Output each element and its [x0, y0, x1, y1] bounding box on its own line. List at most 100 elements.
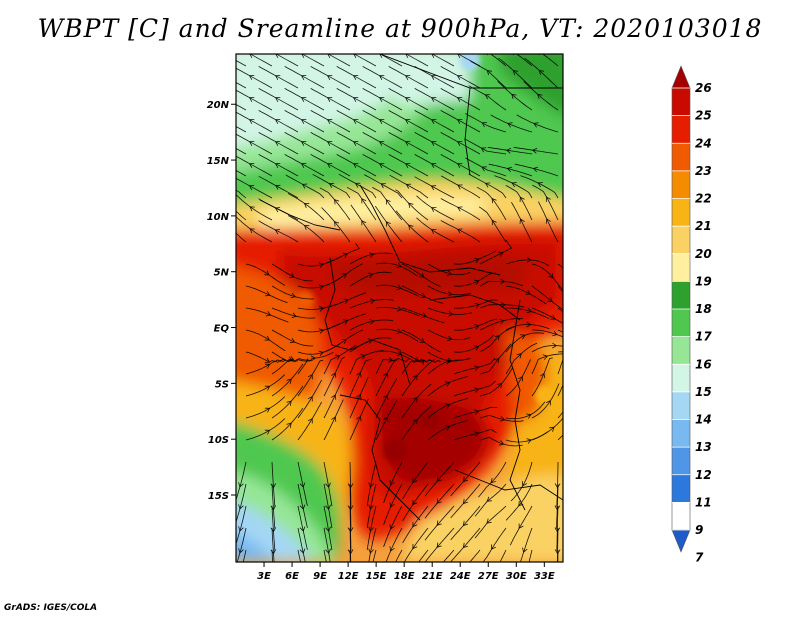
streamline — [372, 549, 377, 562]
streamline-arrow — [289, 337, 296, 344]
streamline — [497, 81, 533, 111]
streamline — [284, 110, 325, 133]
streamline — [541, 54, 559, 67]
streamline-arrow — [430, 207, 437, 212]
streamline-arrow — [437, 565, 442, 570]
streamline-arrow — [274, 75, 281, 80]
streamline — [403, 527, 429, 562]
streamline-arrow — [430, 119, 437, 124]
streamline-arrow — [494, 335, 500, 341]
streamline — [236, 89, 273, 111]
streamline-arrow — [430, 163, 437, 168]
colorbar-bottom-arrow — [671, 529, 691, 553]
streamline-arrow — [419, 337, 425, 343]
streamline — [323, 313, 366, 331]
streamline — [258, 154, 299, 177]
streamline-arrow — [318, 284, 324, 290]
streamline-arrow — [578, 335, 582, 340]
streamline-arrow — [228, 202, 233, 207]
streamline — [236, 155, 273, 177]
streamline-arrow — [571, 300, 576, 304]
streamline — [375, 306, 420, 317]
streamline-arrow — [248, 75, 255, 80]
streamline-arrow — [289, 272, 295, 278]
streamline-arrow — [412, 543, 418, 550]
streamline-arrow — [343, 319, 349, 325]
colorbar-swatch — [672, 336, 690, 365]
streamline-arrow — [456, 141, 463, 146]
streamline-arrow — [498, 251, 504, 257]
streamline — [372, 187, 403, 221]
streamline-arrow — [519, 196, 525, 203]
streamline-arrow — [526, 438, 532, 444]
streamline — [284, 66, 325, 89]
lon-tick-label: 24E — [450, 571, 471, 582]
streamline — [479, 304, 525, 309]
streamline — [450, 483, 481, 519]
lat-tick-label: 10S — [208, 435, 229, 446]
streamline-arrow — [436, 520, 442, 526]
streamline — [505, 483, 533, 521]
streamline — [524, 57, 559, 89]
colorbar-label: 14 — [695, 413, 712, 427]
streamline — [362, 154, 403, 177]
streamline — [383, 461, 403, 503]
streamline — [349, 376, 369, 419]
colorbar-label: 16 — [695, 357, 712, 371]
lat-tick-label: 10N — [207, 212, 230, 223]
streamline-arrow — [275, 184, 281, 190]
streamline — [353, 54, 377, 67]
lat-tick-label: 5N — [214, 268, 230, 279]
streamline-arrow — [307, 418, 313, 424]
streamline — [271, 385, 304, 419]
streamline — [453, 358, 496, 375]
streamline — [510, 461, 533, 502]
streamline — [349, 252, 393, 265]
lon-tick-label: 33E — [534, 571, 555, 582]
streamline — [450, 527, 481, 562]
streamline-arrow — [554, 505, 561, 511]
streamline-arrow — [341, 273, 348, 279]
streamline — [236, 60, 247, 67]
streamline — [513, 146, 559, 155]
streamline — [453, 406, 498, 419]
streamline — [405, 54, 429, 67]
streamline — [236, 148, 247, 155]
streamline — [424, 461, 455, 497]
streamline-arrow — [444, 425, 451, 431]
colorbar-swatch — [672, 198, 690, 227]
colorbar-label: 22 — [695, 192, 712, 206]
streamline-arrow — [404, 163, 411, 168]
streamline — [431, 54, 455, 67]
streamline — [505, 185, 533, 221]
streamline — [323, 292, 367, 309]
streamline-arrow — [385, 199, 391, 205]
streamline-arrow — [356, 415, 362, 422]
streamline — [271, 505, 276, 551]
streamline — [520, 527, 533, 562]
streamline — [531, 383, 560, 419]
streamline-arrow — [310, 355, 316, 362]
streamline-arrow — [238, 548, 244, 554]
longitude-axis: 3E 6E 9E 12E 15E 18E 21E 24E 27E 30E 33E — [257, 562, 555, 582]
streamline — [258, 175, 299, 199]
streamline — [479, 317, 523, 331]
streamline-arrow — [531, 147, 538, 154]
streamline — [414, 132, 455, 155]
streamline-arrow — [275, 54, 279, 58]
streamline-arrow — [408, 224, 414, 230]
streamline — [440, 198, 481, 221]
streamline — [374, 205, 403, 243]
colorbar-swatch — [672, 226, 690, 254]
streamline-arrow — [414, 357, 420, 363]
streamline — [465, 113, 507, 133]
streamline-arrow — [545, 196, 551, 202]
streamline — [505, 324, 550, 331]
streamline — [482, 527, 507, 562]
streamline-arrow — [484, 182, 491, 188]
streamline-arrow — [463, 565, 468, 570]
streamline — [271, 407, 304, 441]
streamline-arrow — [494, 357, 500, 364]
streamline — [242, 549, 247, 562]
streamline-arrow — [301, 183, 308, 189]
